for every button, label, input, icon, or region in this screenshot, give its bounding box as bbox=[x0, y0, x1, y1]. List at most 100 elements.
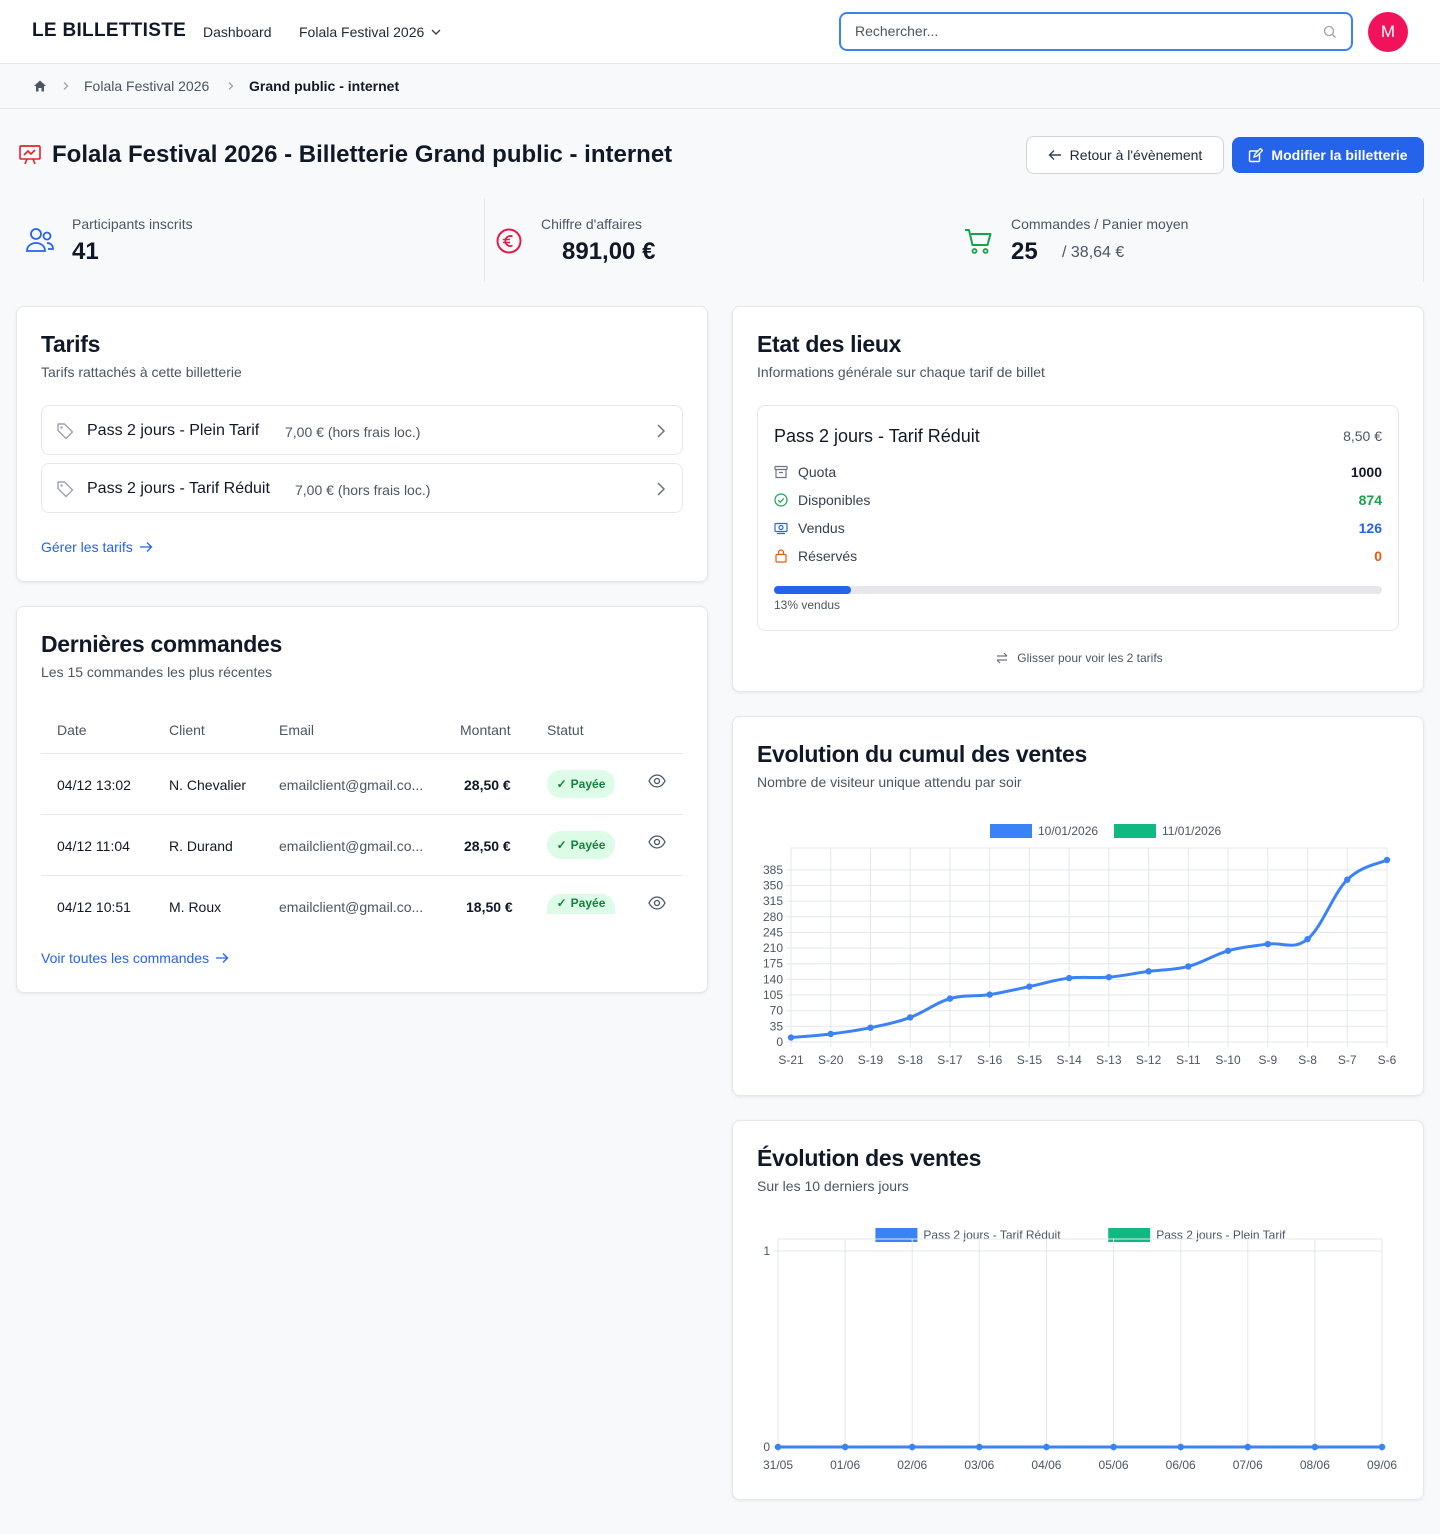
order-date: 04/12 11:04 bbox=[57, 838, 130, 854]
status-label: Payée bbox=[570, 777, 606, 791]
column-header: Statut bbox=[547, 722, 584, 738]
legend-swatch bbox=[875, 1228, 918, 1242]
x-tick-label: 02/06 bbox=[897, 1458, 927, 1472]
daily-subtitle: Sur les 10 derniers jours bbox=[757, 1178, 909, 1194]
eye-icon[interactable] bbox=[648, 835, 666, 849]
data-point bbox=[1177, 1443, 1184, 1451]
euro-icon bbox=[496, 228, 522, 254]
order-client: R. Durand bbox=[169, 838, 233, 854]
x-tick-label: 08/06 bbox=[1300, 1458, 1330, 1472]
x-tick-label: S-21 bbox=[778, 1053, 804, 1067]
search-input[interactable] bbox=[855, 23, 1305, 39]
x-tick-label: S-16 bbox=[977, 1053, 1003, 1067]
cumulative-title: Evolution du cumul des ventes bbox=[757, 741, 1087, 767]
legend-swatch bbox=[990, 824, 1032, 838]
x-tick-label: S-18 bbox=[898, 1053, 924, 1067]
tag-icon bbox=[57, 481, 74, 498]
data-point bbox=[986, 991, 993, 998]
status-badge: ✓ Payée bbox=[547, 894, 615, 914]
x-tick-label: S-11 bbox=[1176, 1053, 1201, 1067]
y-tick-label: 70 bbox=[770, 1004, 784, 1018]
top-navbar: LE BILLETTISTE Dashboard Folala Festival… bbox=[0, 0, 1440, 64]
chevron-right-icon bbox=[228, 82, 234, 90]
eye-icon[interactable] bbox=[648, 774, 666, 788]
eye-icon[interactable] bbox=[648, 896, 666, 910]
y-tick-label: 210 bbox=[763, 941, 783, 955]
x-tick-label: S-6 bbox=[1378, 1053, 1397, 1067]
data-point bbox=[1145, 968, 1152, 975]
manage-tarifs-link[interactable]: Gérer les tarifs bbox=[41, 539, 153, 555]
all-orders-link[interactable]: Voir toutes les commandes bbox=[41, 950, 229, 966]
daily-title: Évolution des ventes bbox=[757, 1145, 982, 1171]
home-icon[interactable] bbox=[33, 79, 47, 93]
legend-label: 11/01/2026 bbox=[1162, 824, 1221, 838]
column-header: Date bbox=[57, 722, 87, 738]
inventory-tarif-name: Pass 2 jours - Tarif Réduit bbox=[774, 426, 980, 446]
edit-ticketing-button[interactable]: Modifier la billetterie bbox=[1232, 137, 1424, 173]
data-point bbox=[1105, 973, 1113, 981]
order-amount: 18,50 € bbox=[466, 899, 513, 915]
check-icon: ✓ bbox=[556, 896, 567, 910]
breadcrumb-event[interactable]: Folala Festival 2026 bbox=[84, 78, 210, 94]
sold-progress-fill bbox=[774, 586, 851, 594]
y-tick-label: 350 bbox=[763, 878, 783, 892]
order-email: emailclient@gmail.co... bbox=[279, 777, 424, 793]
sold-progress-track bbox=[774, 586, 1382, 594]
data-point bbox=[1110, 1443, 1117, 1451]
inventory-subtitle: Informations générale sur chaque tarif d… bbox=[757, 364, 1045, 380]
order-date: 04/12 13:02 bbox=[57, 777, 131, 793]
row-divider bbox=[41, 875, 683, 876]
x-tick-label: S-19 bbox=[858, 1053, 884, 1067]
column-header: Montant bbox=[460, 722, 511, 738]
app-logo[interactable]: LE BILLETTISTE bbox=[32, 20, 187, 41]
status-label: Payée bbox=[570, 896, 606, 910]
x-tick-label: 31/05 bbox=[763, 1458, 793, 1472]
data-point bbox=[1026, 983, 1033, 990]
y-tick-label: 0 bbox=[776, 1035, 783, 1049]
data-point bbox=[841, 1443, 849, 1451]
legend-swatch bbox=[1114, 824, 1156, 838]
orders-value: 25 bbox=[1011, 238, 1038, 265]
cart-icon bbox=[965, 229, 992, 254]
tarif-item[interactable]: Pass 2 jours - Plein Tarif 7,00 € (hors … bbox=[41, 405, 683, 455]
stat-divider bbox=[484, 198, 485, 282]
presentation-chart-icon bbox=[19, 145, 41, 165]
sold-value: 126 bbox=[1358, 520, 1382, 536]
tarif-name: Pass 2 jours - Tarif Réduit bbox=[87, 480, 270, 497]
tarif-item[interactable]: Pass 2 jours - Tarif Réduit 7,00 € (hors… bbox=[41, 463, 683, 513]
tarif-inventory-panel[interactable]: Pass 2 jours - Tarif Réduit 8,50 € Quota… bbox=[757, 405, 1399, 631]
nav-dashboard[interactable]: Dashboard bbox=[203, 24, 272, 40]
legend-label: Pass 2 jours - Tarif Réduit bbox=[923, 1228, 1061, 1242]
x-tick-label: 05/06 bbox=[1099, 1458, 1129, 1472]
avg-basket-value: / 38,64 € bbox=[1062, 244, 1125, 261]
order-client: N. Chevalier bbox=[169, 777, 247, 793]
revenue-value: 891,00 € bbox=[562, 238, 656, 265]
back-to-event-button[interactable]: Retour à l'évènement bbox=[1026, 136, 1224, 174]
available-label: Disponibles bbox=[798, 492, 871, 508]
x-tick-label: S-14 bbox=[1056, 1053, 1082, 1067]
participants-value: 41 bbox=[72, 238, 99, 265]
y-tick-label: 1 bbox=[763, 1244, 770, 1258]
y-tick-label: 245 bbox=[763, 925, 783, 939]
revenue-label: Chiffre d'affaires bbox=[541, 216, 642, 232]
ticket-icon bbox=[774, 522, 788, 535]
user-avatar[interactable]: M bbox=[1368, 12, 1408, 52]
order-amount: 28,50 € bbox=[464, 777, 511, 793]
inventory-tarif-price: 8,50 € bbox=[1343, 428, 1382, 444]
arrow-left-icon bbox=[1048, 150, 1061, 160]
data-point bbox=[867, 1024, 874, 1031]
data-point bbox=[774, 1443, 782, 1451]
nav-event-dropdown[interactable]: Folala Festival 2026 bbox=[299, 24, 442, 40]
swap-arrows-icon bbox=[996, 652, 1008, 664]
search-icon[interactable] bbox=[1323, 25, 1337, 39]
row-divider bbox=[41, 814, 683, 815]
x-tick-label: 01/06 bbox=[830, 1458, 860, 1472]
manage-tarifs-label: Gérer les tarifs bbox=[41, 539, 133, 555]
x-tick-label: S-12 bbox=[1136, 1053, 1162, 1067]
y-tick-label: 385 bbox=[763, 863, 783, 877]
chevron-right-icon bbox=[657, 424, 666, 438]
tarif-price: 7,00 € (hors frais loc.) bbox=[295, 482, 431, 498]
x-tick-label: 07/06 bbox=[1233, 1458, 1263, 1472]
orders-title: Dernières commandes bbox=[41, 631, 283, 657]
y-tick-label: 105 bbox=[763, 988, 783, 1002]
